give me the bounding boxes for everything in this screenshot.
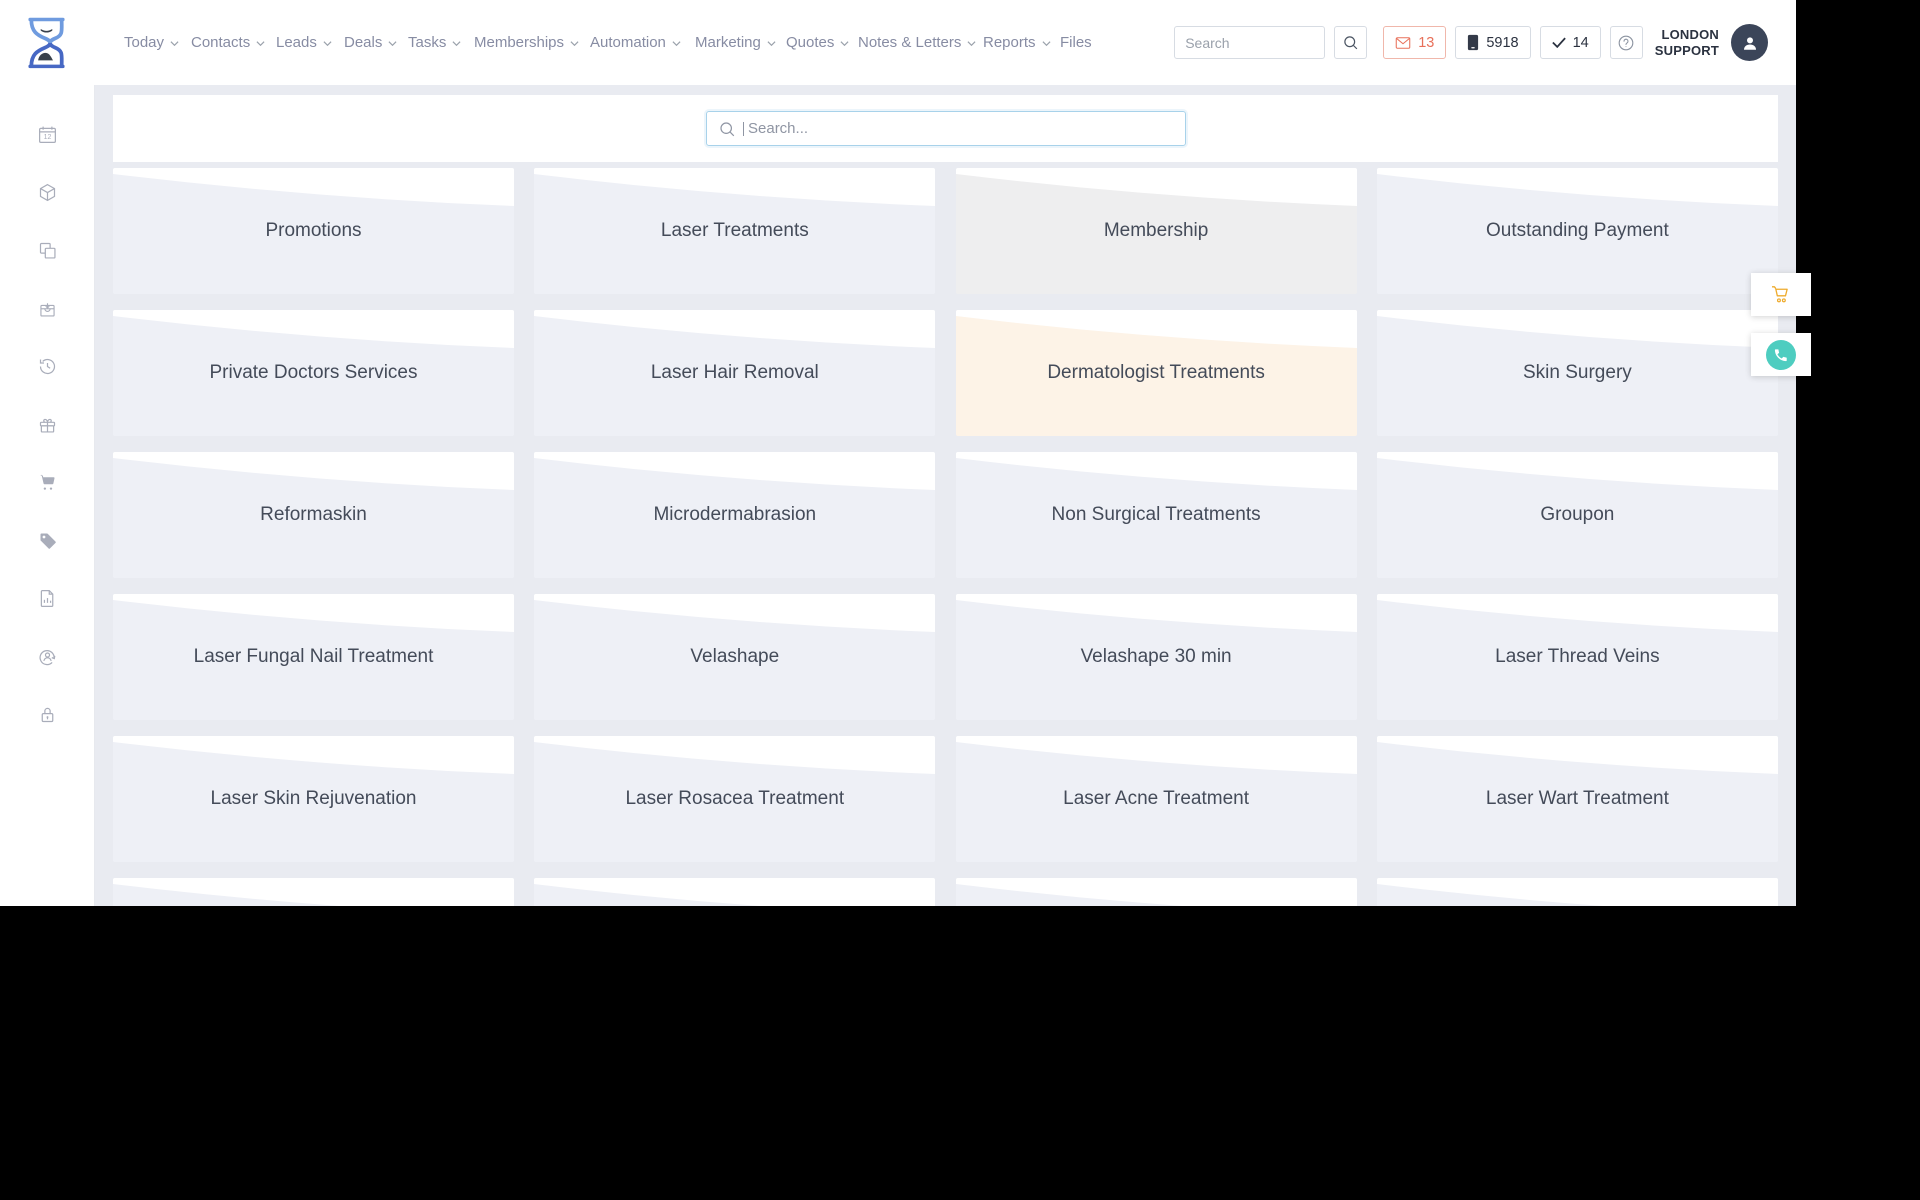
svg-text:12: 12 <box>44 133 52 140</box>
